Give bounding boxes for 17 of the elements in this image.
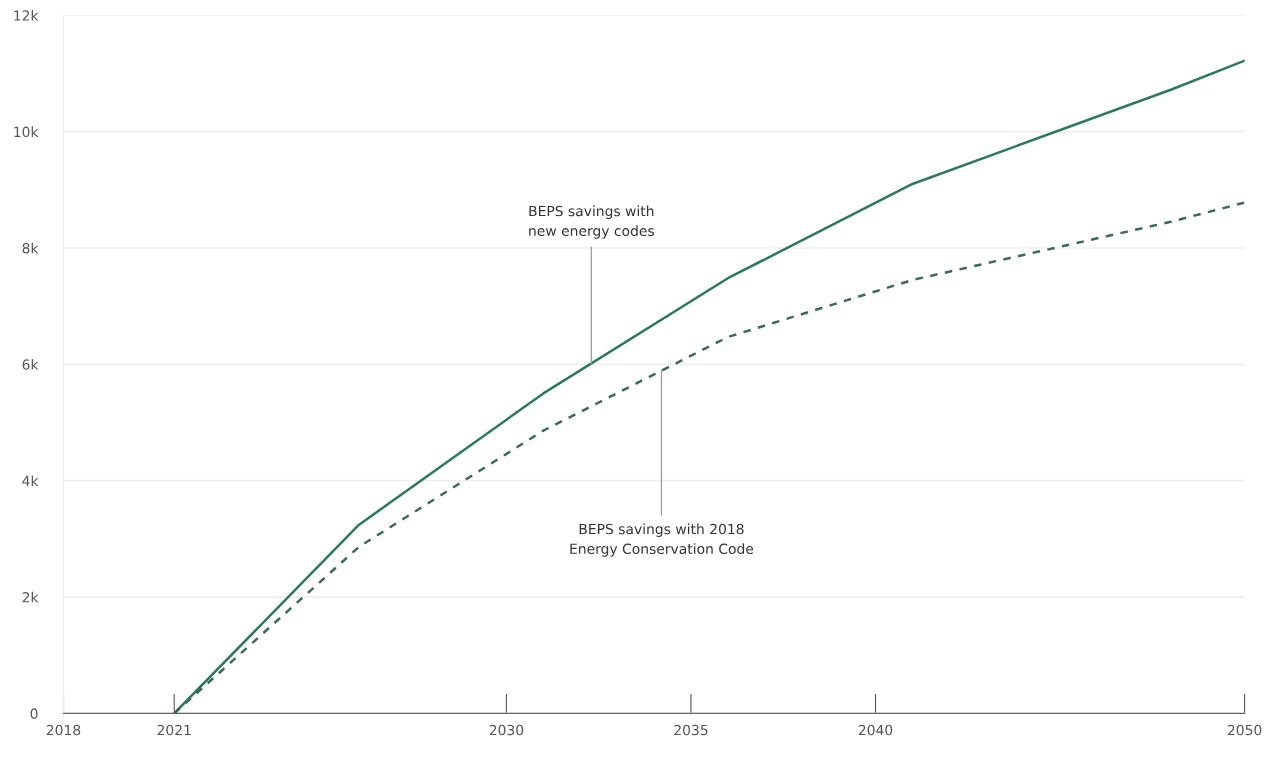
y-tick-label: 6k bbox=[22, 359, 39, 370]
x-tick-label: 2050 bbox=[1227, 724, 1262, 736]
x-tick-label: 2035 bbox=[674, 724, 708, 736]
line-series bbox=[172, 59, 1245, 714]
y-tick-label: 8k bbox=[22, 242, 39, 254]
y-tick-label: 2k bbox=[22, 591, 39, 603]
x-tick-label: 2030 bbox=[489, 724, 524, 736]
y-tick-label: 10k bbox=[14, 126, 39, 138]
annotation: BEPS savings with new energy codes bbox=[529, 205, 654, 239]
line-series bbox=[172, 201, 1245, 714]
y-tick-label: 12k bbox=[14, 9, 39, 21]
annotation: BEPS savings with 2018 Energy Conservation Code bbox=[570, 523, 754, 557]
x-tick-label: 2018 bbox=[46, 724, 81, 736]
y-tick-label: 4k bbox=[22, 475, 39, 486]
y-tick-label: 0 bbox=[30, 708, 38, 719]
x-tick-label: 2021 bbox=[157, 724, 191, 736]
x-tick-label: 2040 bbox=[858, 724, 893, 736]
